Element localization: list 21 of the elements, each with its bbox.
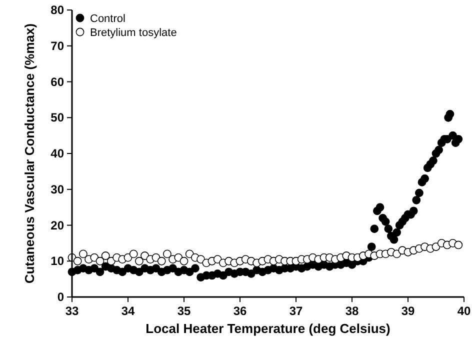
legend-label: Control — [90, 13, 126, 25]
x-tick-label: 38 — [345, 304, 359, 318]
x-tick-label: 36 — [233, 304, 247, 318]
y-tick-label: 50 — [50, 110, 64, 125]
y-tick-label: 10 — [50, 254, 64, 268]
x-tick-label: 34 — [121, 304, 135, 318]
y-tick-label: 20 — [50, 218, 64, 232]
y-axis-title: Cutaneous Vascular Conductance (%max) — [22, 23, 37, 284]
y-tick-label: 40 — [50, 146, 64, 160]
y-tick-label: 0 — [57, 290, 64, 304]
y-tick-label: 80 — [50, 3, 64, 17]
y-tick-label: 60 — [50, 74, 64, 89]
x-tick-label: 35 — [177, 304, 191, 318]
y-tick-label: 30 — [50, 182, 64, 196]
x-tick-label: 33 — [65, 304, 79, 318]
x-axis-title: Local Heater Temperature (deg Celsius) — [146, 321, 390, 336]
legend-label: Bretylium tosylate — [90, 27, 177, 39]
x-tick-label: 40 — [457, 304, 471, 318]
y-tick-label: 70 — [50, 38, 64, 53]
x-tick-label: 37 — [289, 304, 303, 318]
x-tick-label: 39 — [401, 304, 415, 318]
